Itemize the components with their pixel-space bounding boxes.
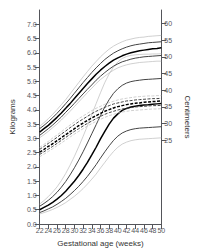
svg-text:40: 40 [114, 227, 122, 234]
svg-text:38: 38 [105, 227, 113, 234]
svg-text:25: 25 [164, 137, 172, 144]
svg-text:3.0: 3.0 [27, 135, 37, 142]
svg-text:5.0: 5.0 [27, 78, 37, 85]
svg-text:44: 44 [131, 227, 139, 234]
svg-text:1.5: 1.5 [27, 178, 37, 185]
svg-text:35: 35 [164, 103, 172, 110]
svg-text:36: 36 [97, 227, 105, 234]
svg-text:2.0: 2.0 [27, 163, 37, 170]
svg-text:24: 24 [44, 227, 52, 234]
svg-text:26: 26 [53, 227, 61, 234]
svg-text:30: 30 [164, 120, 172, 127]
svg-text:22: 22 [36, 227, 44, 234]
svg-text:32: 32 [79, 227, 87, 234]
svg-text:46: 46 [140, 227, 148, 234]
svg-text:0.0: 0.0 [26, 220, 37, 228]
svg-text:55: 55 [164, 37, 172, 44]
svg-text:Gestational age (weeks): Gestational age (weeks) [57, 239, 144, 248]
svg-text:60: 60 [164, 20, 172, 27]
svg-text:5.5: 5.5 [27, 64, 37, 71]
svg-text:40: 40 [164, 87, 172, 94]
svg-text:7.0: 7.0 [27, 21, 37, 28]
svg-text:34: 34 [88, 227, 96, 234]
svg-text:30: 30 [70, 227, 78, 234]
svg-text:42: 42 [123, 227, 131, 234]
svg-text:6.0: 6.0 [27, 49, 37, 56]
svg-text:Centimeters: Centimeters [183, 95, 192, 138]
svg-text:50: 50 [157, 227, 165, 234]
svg-text:50: 50 [164, 53, 172, 60]
svg-text:45: 45 [164, 70, 172, 77]
svg-text:2.5: 2.5 [27, 149, 37, 156]
svg-text:0.5: 0.5 [27, 206, 37, 213]
svg-text:48: 48 [149, 227, 157, 234]
svg-text:Kilograms: Kilograms [8, 99, 17, 135]
svg-text:4.0: 4.0 [27, 106, 37, 113]
svg-text:6.5: 6.5 [27, 35, 37, 42]
svg-text:28: 28 [62, 227, 70, 234]
svg-text:4.5: 4.5 [27, 92, 37, 99]
svg-text:1.0: 1.0 [27, 192, 37, 199]
svg-text:3.5: 3.5 [27, 121, 37, 128]
